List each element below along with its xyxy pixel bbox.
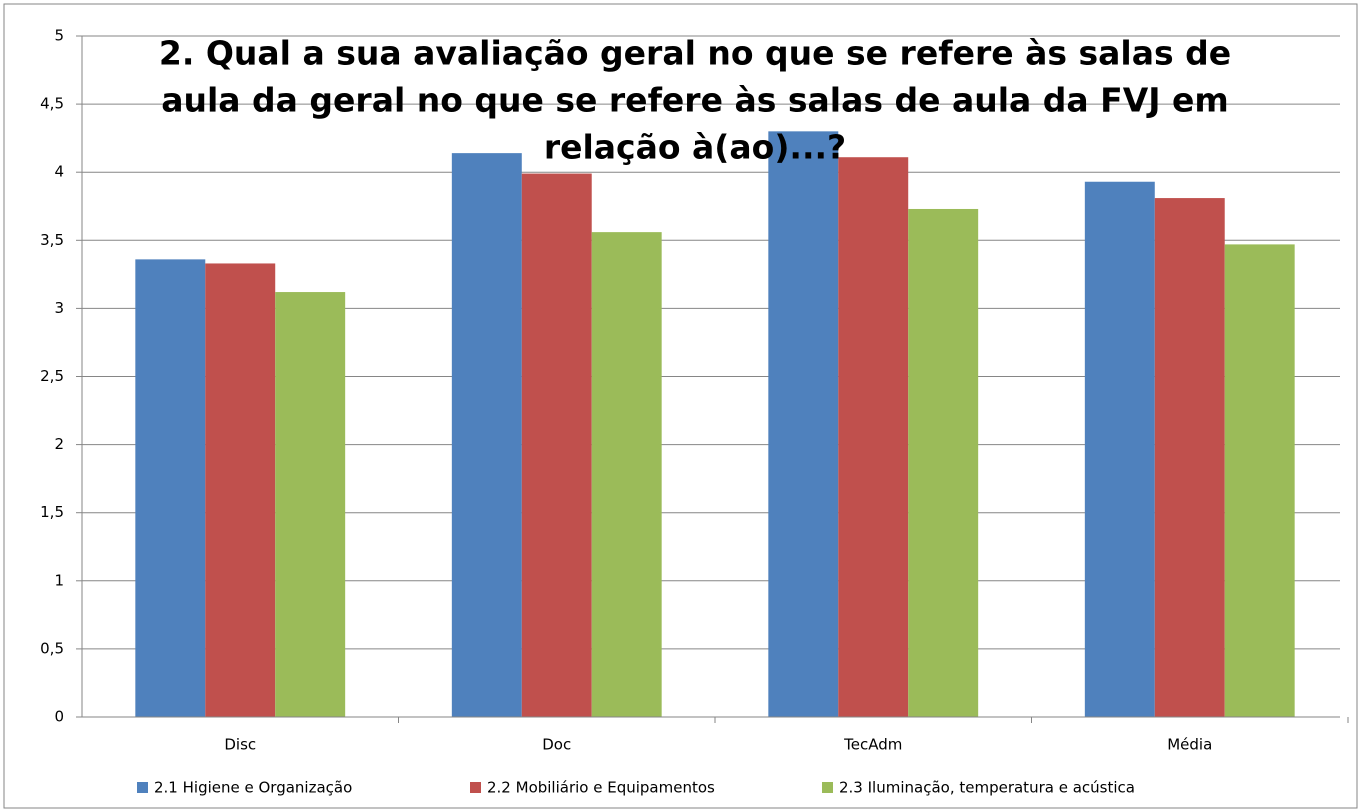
y-tick-label: 3,5 bbox=[40, 231, 64, 249]
legend-label: 2.2 Mobiliário e Equipamentos bbox=[487, 779, 715, 797]
legend-label: 2.3 Iluminação, temperatura e acústica bbox=[839, 779, 1135, 797]
bar bbox=[1084, 181, 1155, 717]
bar bbox=[838, 157, 909, 717]
x-tick-label: Doc bbox=[542, 736, 571, 754]
y-tick-label: 0 bbox=[54, 708, 64, 726]
y-tick-label: 1,5 bbox=[40, 503, 64, 521]
chart-title: 2. Qual a sua avaliação geral no que se … bbox=[159, 34, 1231, 73]
x-tick-label: Média bbox=[1167, 736, 1212, 754]
chart-title: relação à(ao)...? bbox=[544, 128, 846, 167]
y-tick-label: 4 bbox=[54, 163, 64, 181]
legend-swatch bbox=[137, 782, 148, 793]
bar bbox=[275, 292, 346, 717]
x-tick-label: Disc bbox=[224, 736, 256, 754]
y-tick-label: 3 bbox=[54, 299, 64, 317]
chart-title: aula da geral no que se refere às salas … bbox=[161, 81, 1229, 120]
legend-label: 2.1 Higiene e Organização bbox=[154, 779, 352, 797]
y-tick-label: 4,5 bbox=[40, 95, 64, 113]
bar bbox=[908, 208, 979, 717]
bar bbox=[768, 131, 839, 718]
bar bbox=[1224, 244, 1295, 718]
bar bbox=[135, 259, 206, 717]
y-tick-label: 0,5 bbox=[40, 639, 64, 657]
bar bbox=[521, 173, 592, 717]
y-tick-label: 2,5 bbox=[40, 367, 64, 385]
legend-swatch bbox=[822, 782, 833, 793]
y-tick-label: 5 bbox=[54, 27, 64, 45]
x-tick-label: TecAdm bbox=[843, 736, 902, 754]
bar bbox=[591, 232, 662, 718]
bar bbox=[205, 263, 276, 717]
legend-swatch bbox=[470, 782, 481, 793]
y-tick-label: 2 bbox=[54, 435, 64, 453]
bar bbox=[451, 153, 522, 717]
bar bbox=[1154, 198, 1225, 717]
y-tick-label: 1 bbox=[54, 571, 64, 589]
